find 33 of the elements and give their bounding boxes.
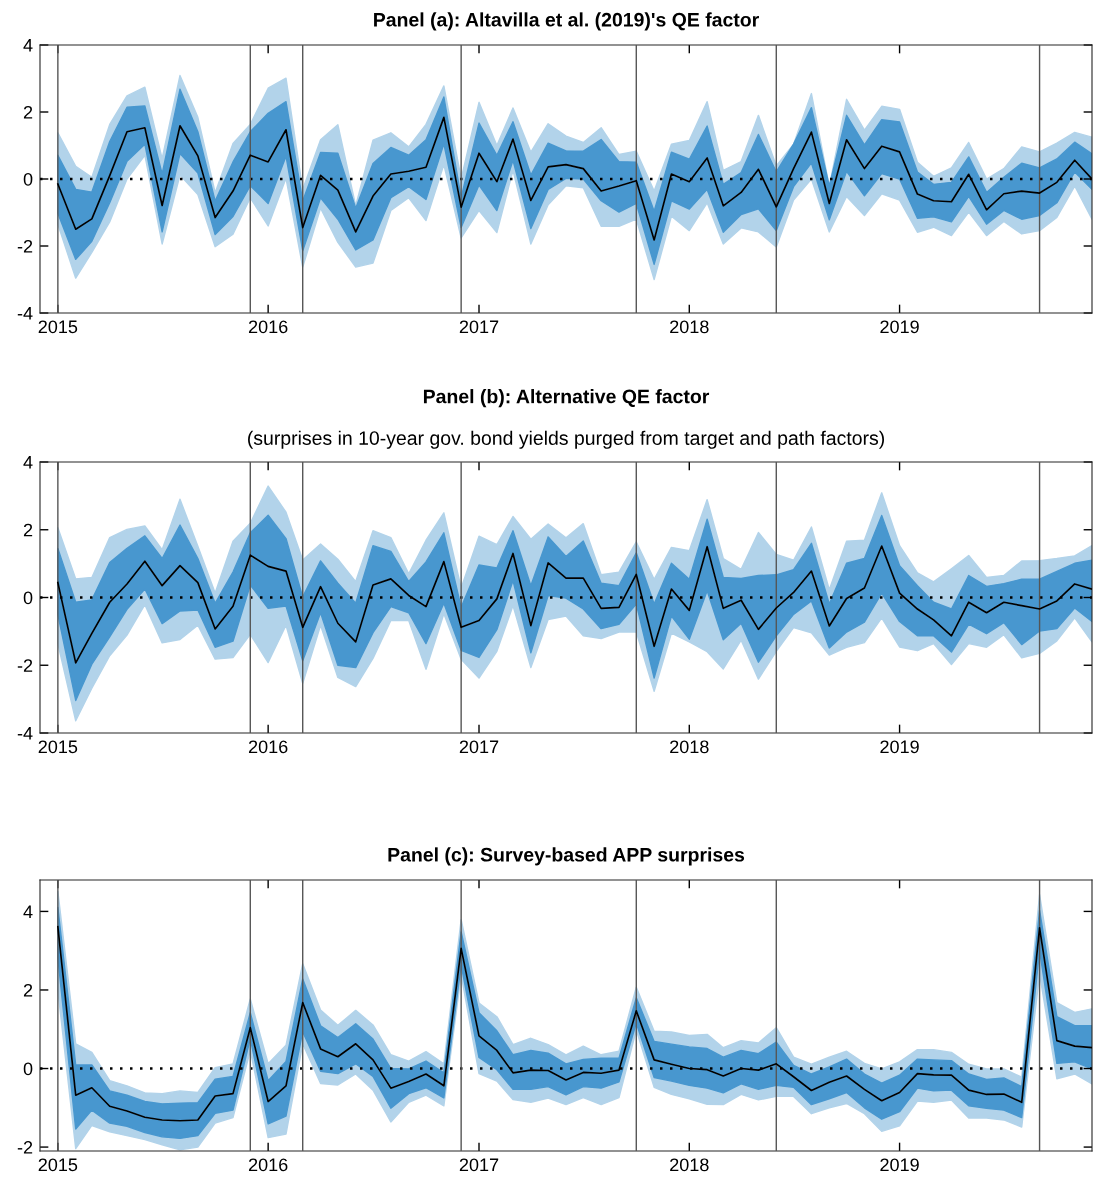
x-tick-label: 2015	[38, 320, 78, 334]
y-tick-label: -2	[17, 1141, 33, 1154]
y-tick-label: 0	[23, 172, 33, 186]
x-tick-label: 2018	[670, 1158, 709, 1172]
chart-title: Panel (b): Alternative QE factor	[423, 389, 710, 408]
x-tick-label: 2019	[880, 1158, 919, 1172]
y-tick-label: 4	[23, 39, 33, 52]
x-tick-label: 2017	[459, 320, 499, 334]
x-tick-label: 2017	[459, 1158, 499, 1172]
x-tick-label: 2018	[670, 740, 709, 754]
y-tick-label: -2	[17, 659, 33, 672]
chart-title: Panel (c): Survey-based APP surprises	[388, 847, 745, 866]
y-tick-label: 0	[23, 1062, 33, 1076]
x-tick-label: 2016	[248, 1158, 288, 1172]
x-tick-label: 2018	[670, 320, 709, 334]
y-tick-label: 4	[23, 905, 33, 918]
y-tick-label: 0	[23, 591, 33, 605]
y-tick-label: -4	[17, 307, 33, 320]
x-tick-label: 2019	[880, 740, 919, 754]
y-tick-label: 2	[23, 105, 33, 119]
x-tick-label: 2019	[880, 320, 919, 334]
chart-title: Panel (a): Altavilla et al. (2019)'s QE factor	[374, 12, 759, 31]
x-tick-label: 2015	[38, 740, 78, 754]
x-tick-label: 2016	[248, 740, 288, 754]
y-tick-label: 4	[23, 456, 33, 469]
x-tick-label: 2016	[248, 320, 288, 334]
y-tick-label: -2	[17, 239, 33, 253]
y-tick-label: -4	[17, 727, 33, 740]
chart-subtitle: (surprises in 10-year gov. bond yields purged from target and path factors)	[248, 430, 885, 449]
x-tick-label: 2015	[38, 1158, 78, 1172]
y-tick-label: 2	[23, 983, 33, 997]
y-tick-label: 2	[23, 523, 33, 537]
x-tick-label: 2017	[459, 740, 499, 754]
